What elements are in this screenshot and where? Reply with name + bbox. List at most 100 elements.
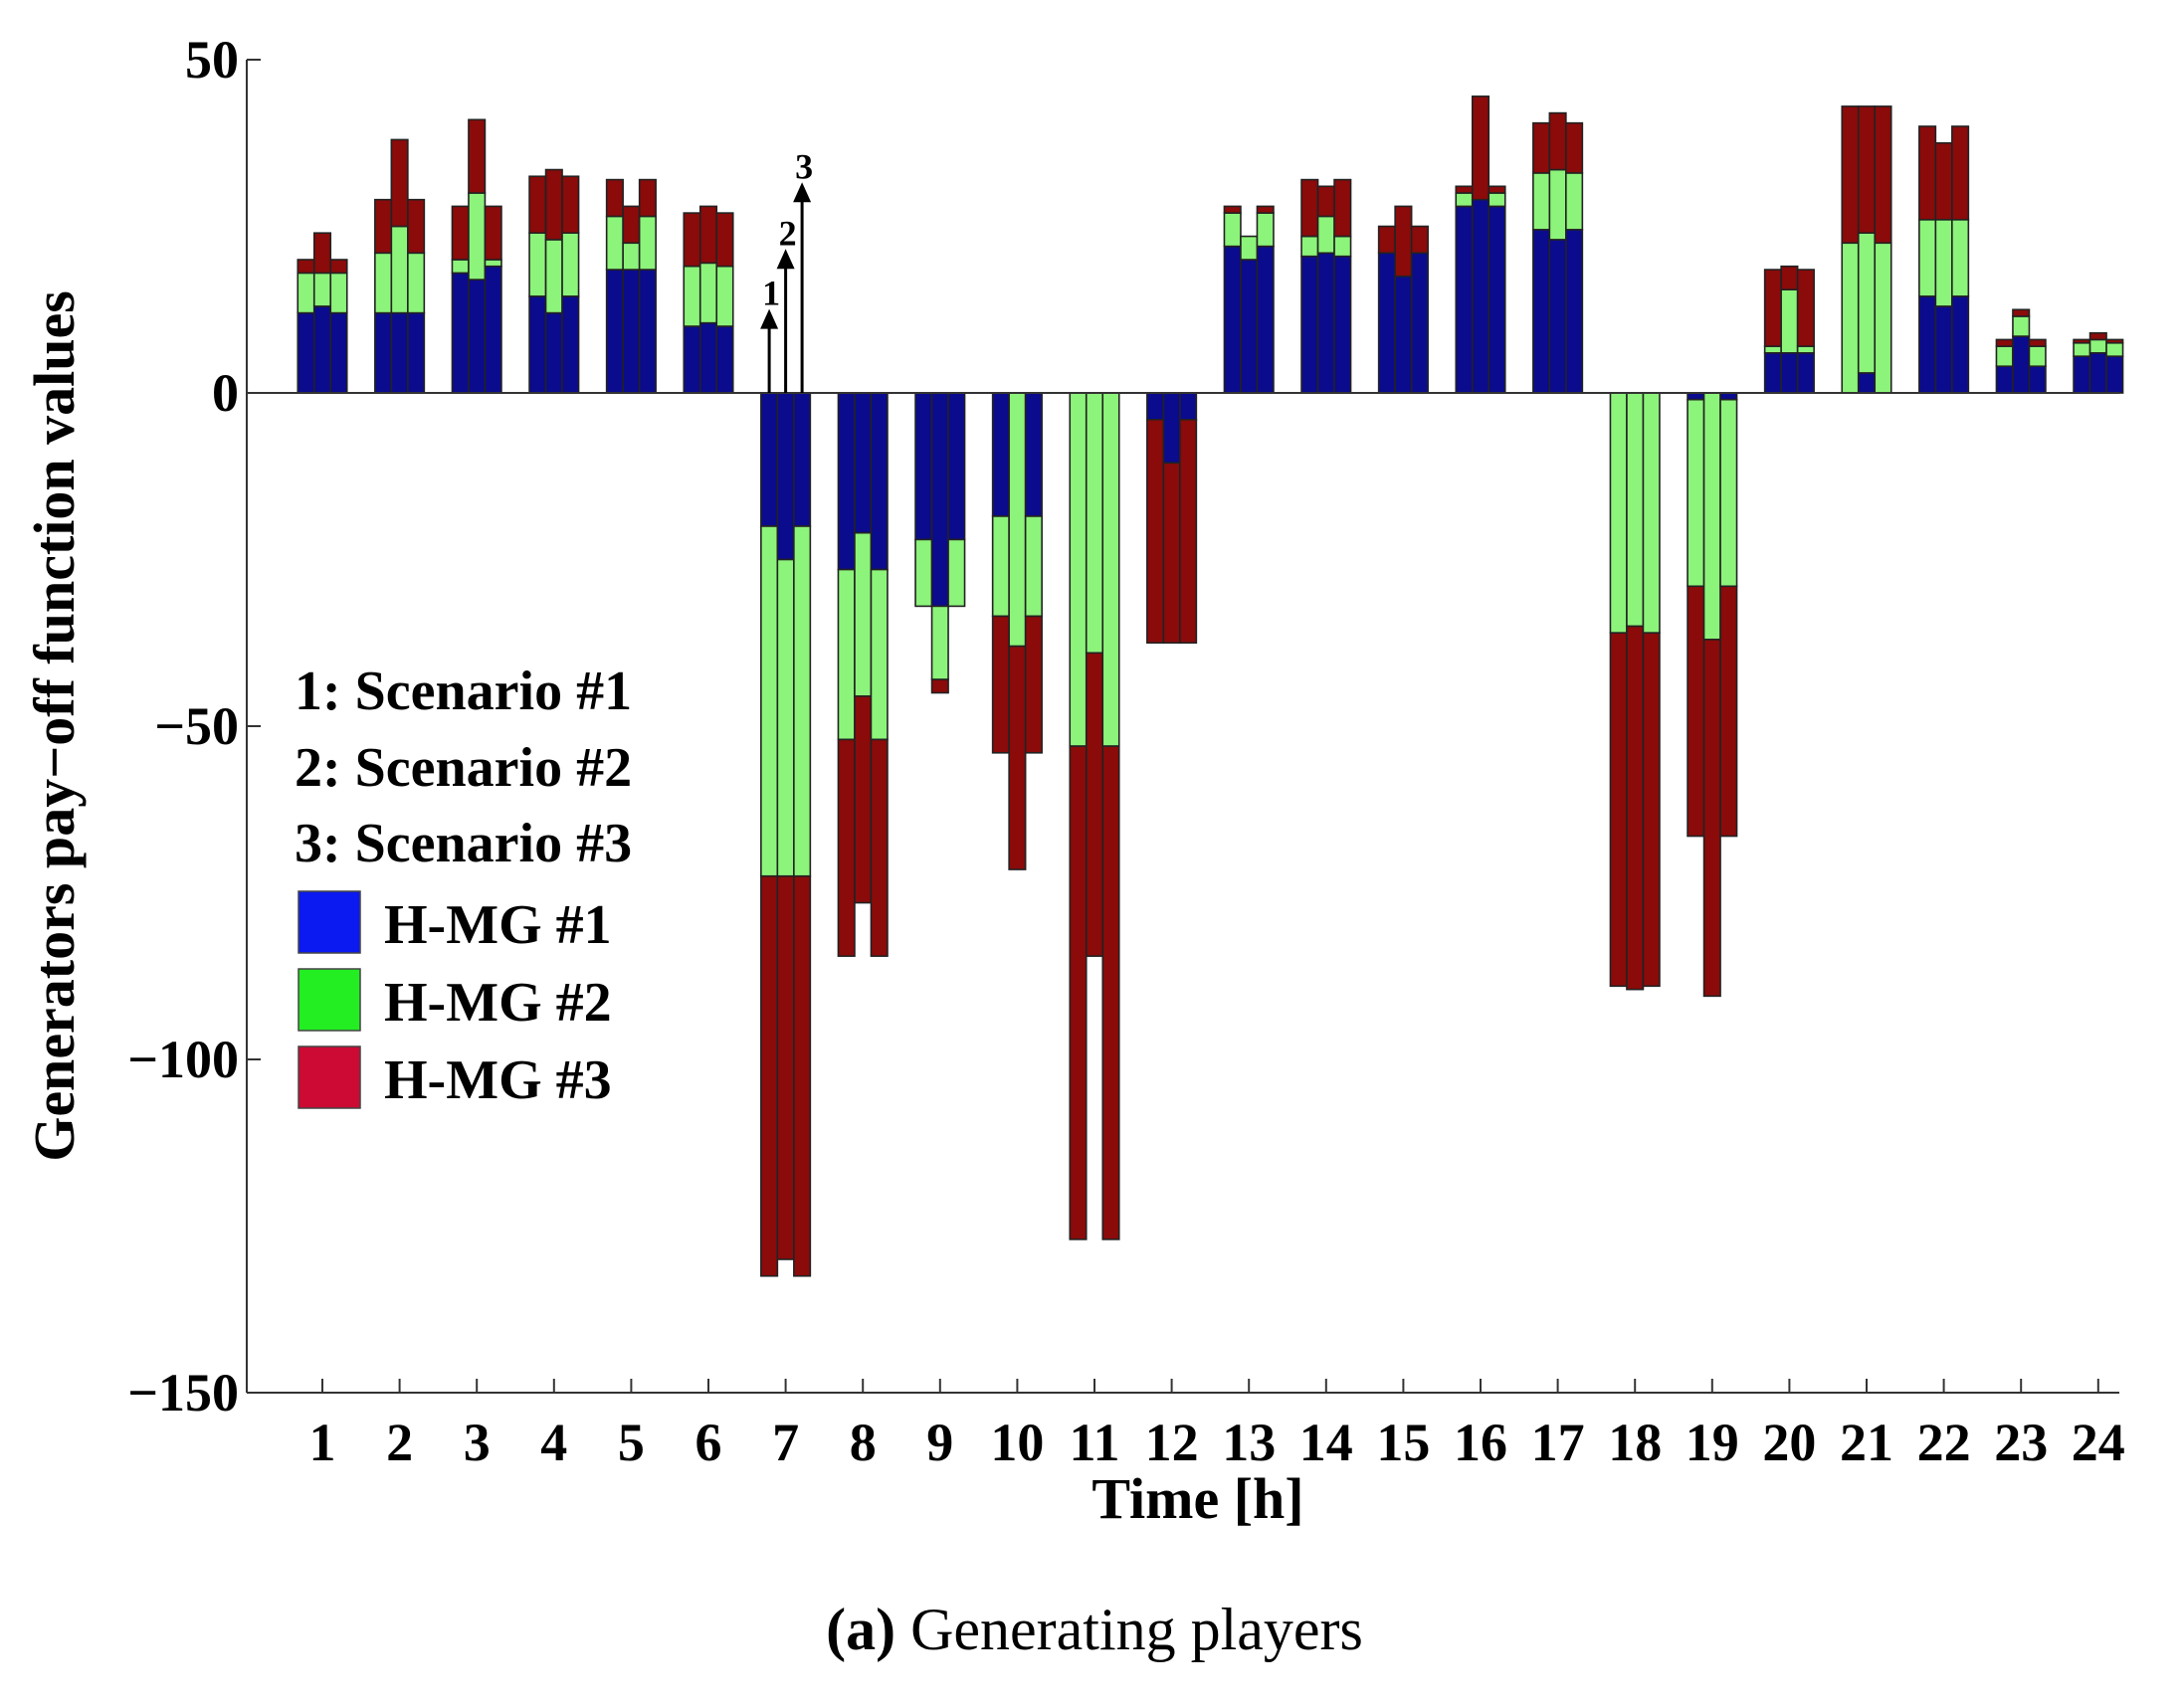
bar-h2-s3-hmg1: [407, 311, 426, 394]
bar-h6-s3-hmg2: [715, 265, 734, 327]
bar-h19-s3-hmg2: [1719, 398, 1738, 588]
legend-scenario-2: 2: Scenario #2: [295, 737, 632, 799]
bar-h17-s1-hmg2: [1532, 172, 1551, 231]
caption-label: (a): [826, 1597, 895, 1662]
bar-h5-s2-hmg2: [622, 242, 641, 271]
bar-h10-s3-hmg1: [1024, 392, 1043, 517]
bar-h23-s2-hmg2: [2012, 315, 2031, 337]
bar-h7-s3-hmg1: [793, 392, 812, 527]
bar-h6-s1-hmg2: [683, 265, 701, 327]
bar-h6-s2-hmg3: [698, 205, 718, 265]
bar-h17-s3-hmg1: [1565, 229, 1584, 394]
bar-h2-s3-hmg2: [407, 252, 426, 314]
bar-h16-s2-hmg1: [1471, 198, 1490, 394]
bar-h9-s2-hmg3: [930, 678, 949, 694]
bar-h2-s1-hmg3: [374, 198, 393, 255]
bar-h20-s1-hmg3: [1763, 269, 1782, 347]
bar-h9-s1-hmg1: [914, 392, 933, 541]
bar-h23-s2-hmg3: [2012, 308, 2031, 317]
bar-h4-s2-hmg1: [544, 311, 563, 394]
bar-h4-s2-hmg3: [544, 168, 563, 241]
bar-h3-s1-hmg1: [451, 272, 470, 394]
y-tick-label: −150: [127, 1363, 239, 1423]
bar-h15-s1-hmg1: [1377, 252, 1396, 394]
bar-h7-s3-hmg3: [793, 874, 812, 1277]
bar-h5-s3-hmg2: [638, 215, 657, 271]
bar-h10-s2-hmg2: [1008, 392, 1027, 648]
bar-h5-s1-hmg3: [605, 178, 624, 218]
bar-h23-s3-hmg3: [2028, 338, 2047, 347]
bar-h22-s1-hmg1: [1918, 295, 1937, 394]
bar-h11-s3-hmg3: [1101, 745, 1120, 1240]
bar-h3-s2-hmg3: [468, 118, 487, 194]
x-tick-label: 24: [2072, 1413, 2125, 1472]
bar-h13-s2-hmg2: [1240, 235, 1259, 261]
bar-h17-s2-hmg2: [1548, 168, 1567, 241]
bar-h21-s3-hmg2: [1874, 242, 1892, 394]
bar-h4-s2-hmg2: [544, 239, 563, 314]
bar-h4-s3-hmg1: [561, 295, 580, 394]
legend-label-hmg1: H-MG #1: [384, 894, 612, 956]
bar-h2-s1-hmg1: [374, 311, 393, 394]
bar-h7-s1-hmg2: [760, 525, 779, 877]
bar-h17-s2-hmg3: [1548, 111, 1567, 171]
bar-h20-s3-hmg1: [1796, 351, 1815, 394]
legend-swatch-hmg2: [298, 968, 361, 1032]
bar-h4-s1-hmg2: [528, 232, 547, 297]
x-tick-label: 14: [1299, 1413, 1353, 1472]
bar-h6-s2-hmg1: [698, 321, 718, 394]
x-tick-label: 9: [926, 1413, 953, 1472]
y-tick-label: 0: [212, 363, 239, 423]
bar-h23-s1-hmg1: [1995, 365, 2014, 394]
x-tick-label: 6: [695, 1413, 722, 1472]
bar-h1-s1-hmg3: [297, 259, 315, 275]
legend-swatch-hmg1: [298, 890, 361, 954]
bar-h7-s3-hmg2: [793, 525, 812, 877]
bar-h7-s1-hmg3: [760, 874, 779, 1277]
x-tick-label: 8: [850, 1413, 877, 1472]
bar-h4-s3-hmg2: [561, 232, 580, 297]
bar-h8-s3-hmg1: [870, 392, 889, 571]
bar-h24-s3-hmg3: [2105, 338, 2124, 344]
bar-h20-s1-hmg2: [1763, 345, 1782, 354]
legend-scenario-3: 3: Scenario #3: [295, 813, 632, 874]
x-tick-label: 7: [772, 1413, 799, 1472]
x-tick-label: 11: [1069, 1413, 1119, 1472]
bar-h22-s2-hmg1: [1934, 305, 1953, 394]
bar-h22-s3-hmg3: [1951, 125, 1970, 221]
bar-h2-s3-hmg3: [407, 198, 426, 255]
bar-h19-s1-hmg1: [1687, 392, 1705, 401]
bar-h20-s2-hmg3: [1780, 265, 1799, 290]
bar-h7-s1-hmg1: [760, 392, 779, 527]
bar-h5-s1-hmg1: [605, 269, 624, 394]
bar-h13-s2-hmg1: [1240, 259, 1259, 394]
bar-h10-s1-hmg2: [991, 515, 1010, 618]
bar-h21-s1-hmg3: [1841, 105, 1860, 245]
bar-h14-s1-hmg2: [1300, 235, 1319, 258]
bar-h10-s3-hmg2: [1024, 515, 1043, 618]
bar-h10-s1-hmg1: [991, 392, 1010, 517]
x-tick-label: 16: [1454, 1413, 1507, 1472]
legend-scenario-1: 1: Scenario #1: [295, 661, 632, 722]
bar-h3-s1-hmg3: [451, 205, 470, 261]
bar-h23-s2-hmg1: [2012, 335, 2031, 394]
bar-h1-s3-hmg3: [329, 259, 348, 275]
bar-h1-s3-hmg1: [329, 311, 348, 394]
bar-h14-s2-hmg1: [1316, 252, 1335, 394]
bar-h14-s2-hmg2: [1316, 215, 1335, 255]
scenario-arrow-label: 3: [795, 146, 813, 186]
bar-h10-s2-hmg3: [1008, 645, 1027, 870]
bar-h12-s1-hmg1: [1146, 392, 1165, 421]
x-tick-label: 12: [1145, 1413, 1199, 1472]
bar-h6-s1-hmg3: [683, 212, 701, 268]
bar-h14-s2-hmg3: [1316, 185, 1335, 218]
bar-h11-s2-hmg3: [1085, 652, 1104, 957]
x-tick-label: 10: [990, 1413, 1044, 1472]
bar-h8-s1-hmg3: [837, 738, 856, 957]
x-tick-label: 1: [309, 1413, 336, 1472]
bar-h2-s2-hmg1: [390, 311, 409, 394]
x-tick-label: 2: [386, 1413, 413, 1472]
bar-h14-s1-hmg1: [1300, 255, 1319, 394]
bar-h20-s1-hmg1: [1763, 351, 1782, 394]
